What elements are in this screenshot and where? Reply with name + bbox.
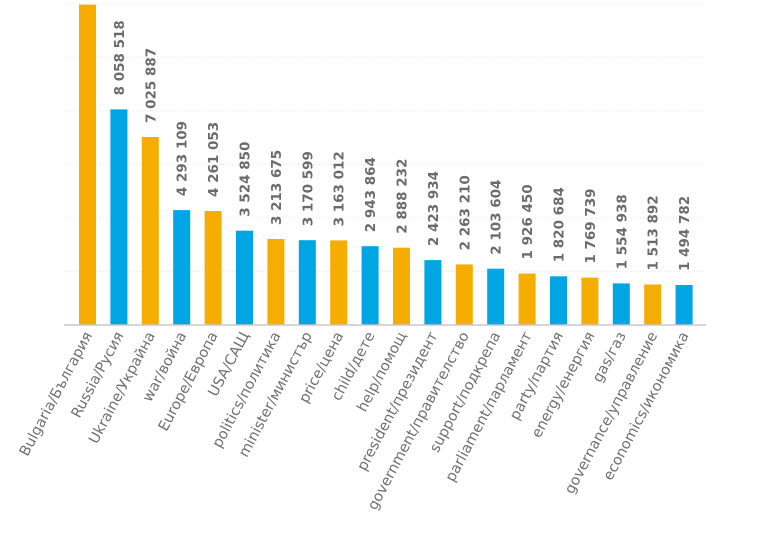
- category-tick-labels: Bulgaria/БългарияRussia/РусияUkraine/Укр…: [17, 329, 693, 513]
- bar: [267, 239, 285, 325]
- bar: [110, 109, 128, 326]
- bar: [424, 260, 442, 325]
- bar: [581, 277, 599, 325]
- bar-value-label: 1 554 938: [614, 194, 630, 269]
- bar: [298, 240, 316, 325]
- bar: [393, 247, 410, 325]
- bar-value-label: 3 163 012: [332, 151, 348, 226]
- bar-value-label: 7 025 887: [143, 48, 159, 123]
- bar-value-label: 4 261 053: [206, 122, 222, 197]
- bar-value-label: 3 213 675: [269, 150, 285, 225]
- bar-value-label: 2 943 864: [363, 157, 379, 232]
- bar: [518, 273, 536, 325]
- bar-value-label: 4 293 109: [175, 121, 191, 196]
- bar: [330, 240, 348, 325]
- bar-value-label: 2 888 232: [395, 159, 411, 234]
- bars: [79, 4, 693, 326]
- bar: [487, 268, 505, 325]
- bar-value-label: 1 513 892: [646, 195, 662, 270]
- bar: [361, 246, 379, 325]
- bar: [455, 264, 473, 325]
- bar-value-label: 3 170 599: [300, 151, 316, 226]
- bar: [173, 210, 191, 325]
- gridlines: [64, 3, 706, 272]
- bar: [612, 283, 630, 325]
- bar-value-label: 8 058 518: [112, 20, 128, 95]
- bar-value-label: 2 423 934: [426, 171, 442, 246]
- bar: [675, 285, 693, 325]
- bar: [550, 276, 567, 325]
- bar-value-label: 2 103 604: [489, 180, 505, 255]
- bar-value-label: 1 494 782: [677, 196, 693, 271]
- bar: [79, 4, 96, 325]
- bar-value-label: 1 820 684: [552, 187, 568, 262]
- bar-value-label: 3 524 850: [238, 142, 254, 217]
- bar: [141, 137, 159, 325]
- bar-value-label: 2 263 210: [457, 175, 473, 250]
- bar-value-label: 1 926 450: [520, 184, 536, 259]
- bar-value-label: 1 769 739: [583, 188, 599, 263]
- bar: [204, 211, 222, 325]
- bar: [644, 284, 662, 325]
- bar: [236, 230, 253, 325]
